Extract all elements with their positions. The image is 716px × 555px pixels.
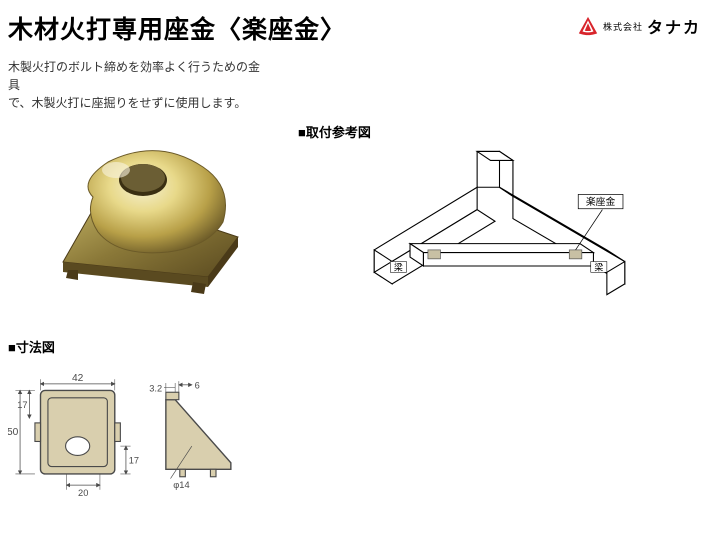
dim-thickness: 3.2 <box>149 383 162 393</box>
dim-width-bottom: 20 <box>78 488 88 498</box>
dim-height-upper: 17 <box>17 400 27 410</box>
dimension-heading: ■寸法図 <box>8 337 716 356</box>
install-diagram-area: ■取付参考図 <box>298 122 701 322</box>
dim-height-total: 50 <box>8 427 19 438</box>
product-title: 木材火打専用座金〈楽座金〉 <box>8 10 346 46</box>
beam-label-right: 梁 <box>594 261 603 272</box>
install-product-label: 楽座金 <box>586 195 616 208</box>
company-name: タナカ <box>647 14 701 38</box>
dim-hole-dia: φ14 <box>173 480 189 490</box>
dim-height-lower: 17 <box>129 456 139 466</box>
desc-line-1: 木製火打のボルト締めを効率よく行うための金具 <box>8 60 260 92</box>
logo-mark-icon <box>577 15 599 37</box>
install-heading: ■取付参考図 <box>298 122 701 141</box>
beam-label-left: 梁 <box>394 261 403 272</box>
dimension-diagram: 42 50 17 17 20 <box>8 362 268 507</box>
dim-tab: 6 <box>195 381 200 391</box>
company-logo: 株式会社 タナカ <box>577 14 701 38</box>
dim-width-top: 42 <box>72 373 84 384</box>
desc-line-2: で、木製火打に座掘りをせずに使用します。 <box>8 96 246 110</box>
install-diagram: 楽座金 梁 梁 <box>298 147 701 317</box>
company-prefix: 株式会社 <box>603 20 643 33</box>
product-description: 木製火打のボルト締めを効率よく行うための金具 で、木製火打に座掘りをせずに使用し… <box>0 46 270 112</box>
product-photo <box>8 122 278 302</box>
dimension-section: ■寸法図 <box>0 337 716 507</box>
